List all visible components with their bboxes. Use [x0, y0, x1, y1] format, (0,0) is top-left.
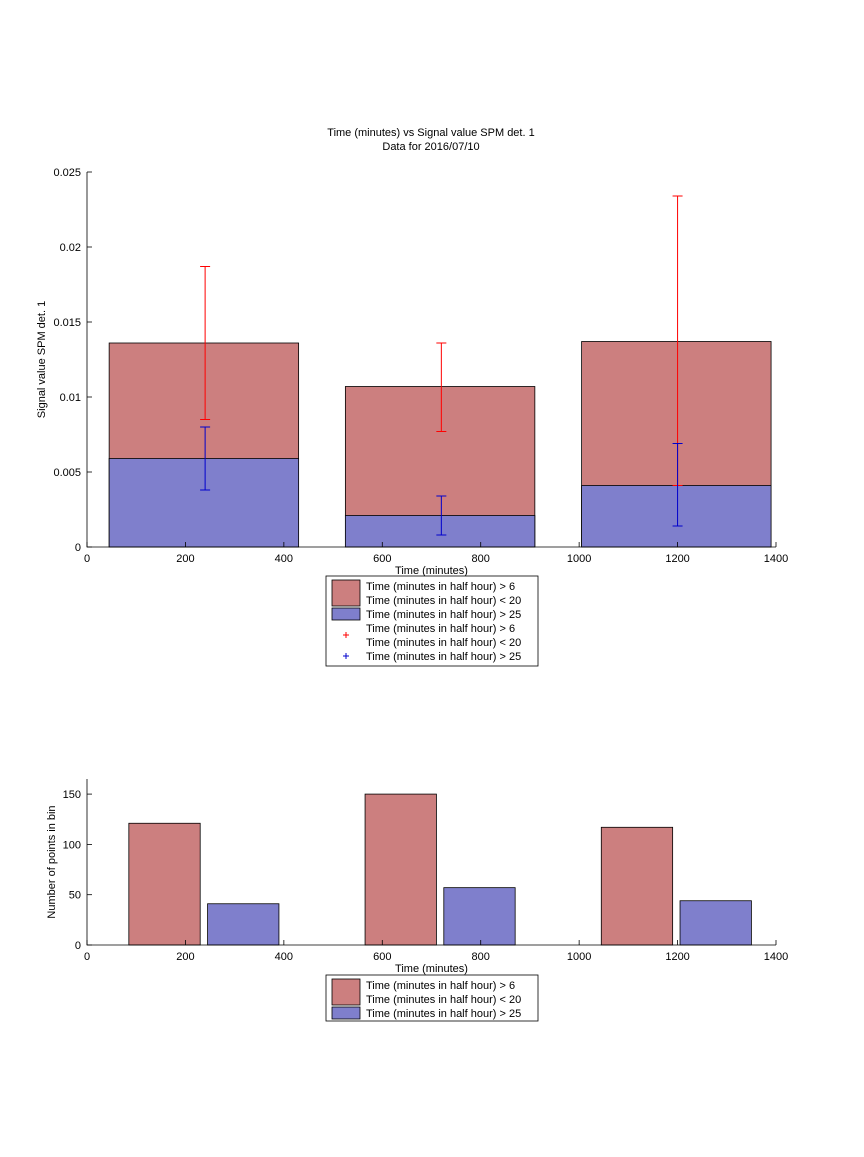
chart1-xtick-label-2: 400 — [275, 553, 293, 565]
chart2-ytick-label-0: 0 — [75, 940, 81, 952]
chart1-bar-4 — [344, 515, 536, 548]
chart1-xtick-label-7: 1400 — [764, 553, 788, 565]
chart1-legend-label-1-0: Time (minutes in half hour) > 25 — [366, 609, 521, 621]
chart1-legend-swatch-1 — [331, 607, 361, 621]
chart1-xtick-label-5: 1000 — [567, 553, 591, 565]
chart1-ytick-label-1: 0.005 — [53, 467, 81, 479]
chart1-legend-label-0-0: Time (minutes in half hour) > 6 — [366, 581, 515, 593]
chart2-bar-3 — [207, 903, 280, 946]
chart1-errorbar-1 — [436, 342, 447, 432]
chart2-ytick-label-1: 50 — [69, 890, 81, 902]
chart-title-line1: Time (minutes) vs Signal value SPM det. … — [327, 127, 534, 139]
chart2-xtick-label-1: 200 — [176, 951, 194, 963]
chart1-legend-marker-2 — [343, 632, 349, 638]
chart2-xtick-label-4: 800 — [472, 951, 490, 963]
chart2-legend-label-0-1: Time (minutes in half hour) < 20 — [366, 994, 521, 1006]
chart1-bar-3 — [108, 458, 300, 548]
chart2-xtick-label-2: 400 — [275, 951, 293, 963]
chart-title-line2: Data for 2016/07/10 — [382, 141, 479, 153]
chart2-legend-swatch-0 — [331, 978, 361, 1006]
chart1-legend-label-2-0: Time (minutes in half hour) > 6 — [366, 623, 515, 635]
chart1-xtick-label-1: 200 — [176, 553, 194, 565]
chart2-bar-1 — [364, 793, 437, 946]
chart1-xtick-label-0: 0 — [84, 553, 90, 565]
chart2-xtick-label-5: 1000 — [567, 951, 591, 963]
chart1-errorbar-4 — [436, 495, 447, 536]
chart1-xtick-label-6: 1200 — [665, 553, 689, 565]
chart1-ylabel: Signal value SPM det. 1 — [36, 301, 48, 418]
chart1-bar-5 — [581, 485, 772, 548]
chart2-bar-2 — [600, 826, 674, 946]
chart1-xtick-label-4: 800 — [472, 553, 490, 565]
chart1-legend-swatch-0 — [331, 579, 361, 607]
chart1-ytick-label-3: 0.015 — [53, 317, 81, 329]
chart2-legend-box — [325, 974, 539, 1022]
chart1-ytick-label-4: 0.02 — [60, 242, 81, 254]
chart1-errorbar-0 — [200, 266, 211, 420]
chart1-ytick-label-2: 0.01 — [60, 392, 81, 404]
chart1-xtick-label-3: 600 — [373, 553, 391, 565]
chart1-legend-label-0-1: Time (minutes in half hour) < 20 — [366, 595, 521, 607]
chart1-ytick-label-0: 0 — [75, 542, 81, 554]
chart2-xtick-label-0: 0 — [84, 951, 90, 963]
chart1-ytick-label-5: 0.025 — [53, 167, 81, 179]
chart1-legend-box — [325, 575, 539, 667]
chart2-legend-label-1-0: Time (minutes in half hour) > 25 — [366, 1008, 521, 1020]
chart2-xlabel: Time (minutes) — [395, 963, 468, 975]
chart1-legend-label-2-1: Time (minutes in half hour) < 20 — [366, 637, 521, 649]
chart2-ytick-label-3: 150 — [63, 789, 81, 801]
chart1-errorbar-5 — [672, 443, 683, 527]
chart1-xlabel: Time (minutes) — [395, 565, 468, 577]
chart2-xtick-label-6: 1200 — [665, 951, 689, 963]
chart2-xtick-label-7: 1400 — [764, 951, 788, 963]
chart2-bar-4 — [443, 887, 516, 946]
chart2-xtick-label-3: 600 — [373, 951, 391, 963]
chart2-ytick-label-2: 100 — [63, 839, 81, 851]
chart2-bar-5 — [679, 900, 752, 946]
chart1-legend-label-3-0: Time (minutes in half hour) > 25 — [366, 651, 521, 663]
chart2-legend-swatch-1 — [331, 1006, 361, 1020]
chart2-bar-0 — [128, 822, 201, 946]
chart1-legend-marker-3 — [343, 653, 349, 659]
chart2-legend-label-0-0: Time (minutes in half hour) > 6 — [366, 980, 515, 992]
chart1-errorbar-3 — [200, 426, 211, 491]
chart2-ylabel: Number of points in bin — [46, 805, 58, 918]
